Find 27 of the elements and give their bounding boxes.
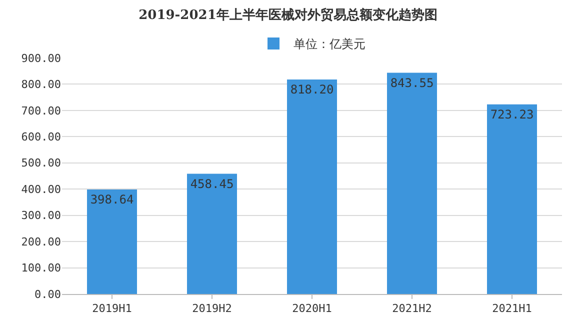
x-tick-label: 2021H2 <box>392 302 432 316</box>
x-tick-label: 2021H1 <box>492 302 532 316</box>
y-tick-label: 300.00 <box>21 209 61 222</box>
y-tick-label: 200.00 <box>21 235 61 248</box>
x-tick-label: 2019H1 <box>92 302 132 316</box>
y-tick-label: 100.00 <box>21 262 61 275</box>
bar <box>87 189 137 294</box>
bar <box>187 174 237 294</box>
chart-title: 2019-2021年上半年医械对外贸易总额变化趋势图 <box>138 6 438 23</box>
legend-label: 单位：亿美元 <box>294 37 366 52</box>
y-tick-label: 0.00 <box>34 288 61 301</box>
y-tick-label: 600.00 <box>21 130 61 144</box>
y-tick-label: 800.00 <box>21 78 61 92</box>
bar <box>287 79 337 294</box>
y-tick-label: 700.00 <box>21 104 61 118</box>
y-tick-label: 500.00 <box>21 156 61 170</box>
data-label: 398.64 <box>90 192 134 206</box>
x-tick-label: 2020H1 <box>292 302 332 316</box>
bar <box>387 72 437 294</box>
y-tick-label: 400.00 <box>21 182 61 196</box>
data-label: 723.23 <box>490 107 534 122</box>
data-label: 458.45 <box>190 176 234 191</box>
x-tick-label: 2019H2 <box>192 302 232 316</box>
data-label: 818.20 <box>290 82 334 96</box>
y-tick-label: 900.00 <box>21 52 61 65</box>
bar <box>487 104 537 294</box>
data-label: 843.55 <box>390 76 434 90</box>
